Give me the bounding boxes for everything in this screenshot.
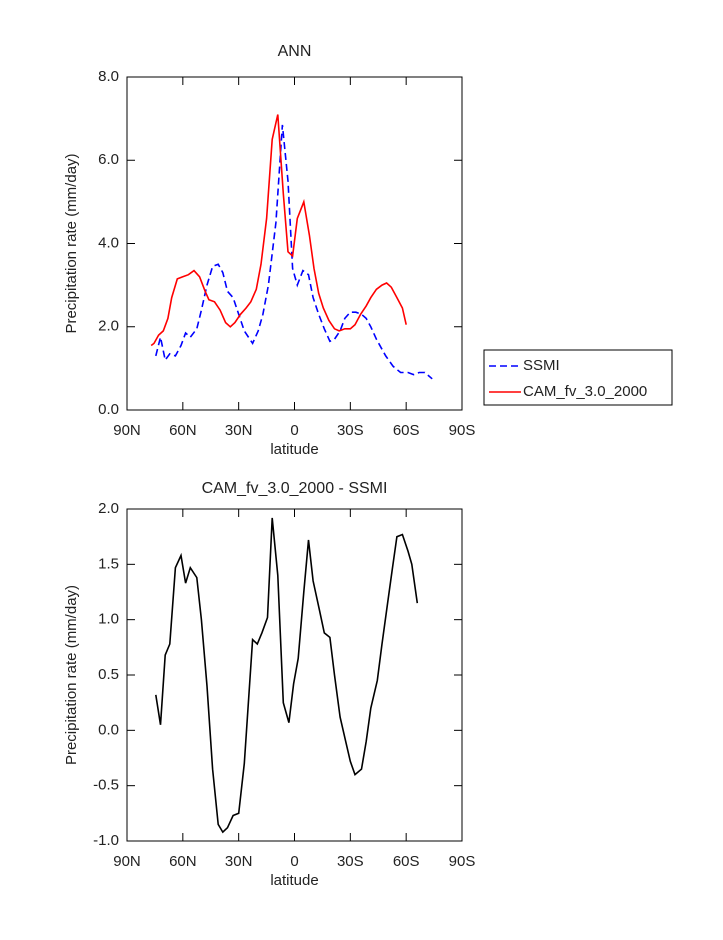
x-tick-label: 0 [290,422,298,439]
y-axis-label: Precipitation rate (mm/day) [63,585,80,765]
y-tick-label: 2.0 [98,318,119,335]
x-tick-label: 90N [113,853,141,870]
x-tick-label: 60S [393,422,420,439]
y-tick-label: 0.0 [98,401,119,418]
data-line [155,124,433,380]
x-tick-label: 30S [337,853,364,870]
y-tick-label: 1.0 [98,611,119,628]
x-tick-label: 60N [169,422,197,439]
x-tick-label: 60N [169,853,197,870]
y-tick-label: 0.0 [98,721,119,738]
y-tick-label: 1.5 [98,555,119,572]
legend: SSMI CAM_fv_3.0_2000 [483,349,673,406]
x-tick-label: 30N [225,853,253,870]
y-tick-label: 6.0 [98,151,119,168]
legend-box [483,349,673,406]
x-tick-label: 60S [393,853,420,870]
data-line [155,517,419,834]
chart-title: CAM_fv_3.0_2000 - SSMI [202,480,388,497]
legend-label: SSMI [523,357,560,374]
plot-frame [126,508,463,842]
y-tick-label: 4.0 [98,234,119,251]
legend-label: CAM_fv_3.0_2000 [523,383,647,400]
x-axis-label: latitude [270,441,318,458]
y-tick-label: 8.0 [98,68,119,85]
x-tick-label: 30N [225,422,253,439]
y-tick-label: -0.5 [93,777,119,794]
plot-frame [126,76,463,411]
data-line [150,114,407,347]
x-tick-label: 90N [113,422,141,439]
x-tick-label: 90S [449,853,476,870]
y-axis-label: Precipitation rate (mm/day) [63,153,80,333]
x-axis-label: latitude [270,872,318,889]
y-tick-label: -1.0 [93,832,119,849]
chart-title: ANN [278,43,312,60]
y-tick-label: 0.5 [98,666,119,683]
x-tick-label: 30S [337,422,364,439]
x-tick-label: 90S [449,422,476,439]
x-tick-label: 0 [290,853,298,870]
y-tick-label: 2.0 [98,500,119,517]
